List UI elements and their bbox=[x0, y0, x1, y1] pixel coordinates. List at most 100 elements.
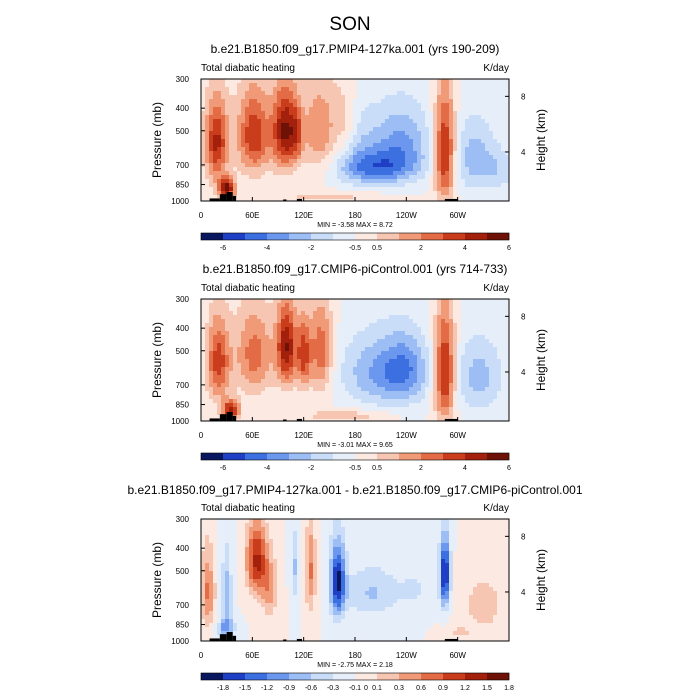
colorbar-label: -2 bbox=[308, 465, 314, 472]
field-cell bbox=[309, 331, 314, 336]
field-cell bbox=[209, 319, 214, 324]
field-cell bbox=[321, 307, 326, 312]
field-cell bbox=[365, 419, 370, 421]
field-cell bbox=[377, 355, 382, 360]
field-cell bbox=[337, 343, 342, 348]
field-cell bbox=[313, 419, 318, 421]
field-cell bbox=[445, 163, 450, 168]
field-cell bbox=[449, 107, 454, 112]
field-cell bbox=[205, 303, 210, 308]
field-cell bbox=[281, 323, 286, 328]
field-cell bbox=[225, 371, 230, 376]
field-cell bbox=[213, 367, 218, 372]
field-cell bbox=[425, 123, 430, 128]
field-cell bbox=[329, 347, 334, 352]
field-cell bbox=[221, 383, 226, 388]
field-cell bbox=[453, 307, 458, 312]
field-cell bbox=[413, 135, 418, 140]
field-cell bbox=[333, 123, 338, 128]
field-cell bbox=[493, 411, 498, 416]
field-cell bbox=[437, 103, 442, 108]
topography-block bbox=[296, 418, 302, 421]
field-cell bbox=[421, 403, 426, 408]
field-cell bbox=[341, 195, 346, 200]
field-cell bbox=[409, 159, 414, 164]
field-cell bbox=[397, 127, 402, 132]
field-cell bbox=[233, 315, 238, 320]
field-cell bbox=[385, 379, 390, 384]
field-cell bbox=[401, 327, 406, 332]
field-cell bbox=[269, 151, 274, 156]
field-cell bbox=[393, 323, 398, 328]
field-cell bbox=[357, 107, 362, 112]
field-cell bbox=[317, 351, 322, 356]
field-cell bbox=[425, 191, 430, 196]
field-cell bbox=[377, 79, 382, 84]
field-cell bbox=[201, 187, 206, 192]
field-cell bbox=[405, 327, 410, 332]
field-cell bbox=[429, 351, 434, 356]
field-cell bbox=[273, 111, 278, 116]
field-cell bbox=[269, 403, 274, 408]
field-cell bbox=[393, 359, 398, 364]
field-cell bbox=[217, 167, 222, 172]
field-cell bbox=[337, 163, 342, 168]
field-cell bbox=[309, 387, 314, 392]
field-cell bbox=[501, 111, 506, 116]
field-cell bbox=[401, 103, 406, 108]
field-cell bbox=[373, 395, 378, 400]
field-cell bbox=[237, 103, 242, 108]
field-cell bbox=[437, 347, 442, 352]
field-cell bbox=[465, 415, 470, 420]
field-cell bbox=[213, 315, 218, 320]
field-cell bbox=[245, 111, 250, 116]
field-cell bbox=[485, 127, 490, 132]
field-cell bbox=[385, 411, 390, 416]
field-cell bbox=[233, 127, 238, 132]
field-cell bbox=[477, 327, 482, 332]
field-cell bbox=[473, 135, 478, 140]
field-cell bbox=[493, 155, 498, 160]
field-cell bbox=[373, 335, 378, 340]
field-cell bbox=[405, 175, 410, 180]
field-cell bbox=[365, 411, 370, 416]
field-cell bbox=[325, 167, 330, 172]
field-cell bbox=[405, 79, 410, 84]
field-cell bbox=[437, 339, 442, 344]
field-cell bbox=[457, 87, 462, 92]
field-cell bbox=[373, 171, 378, 176]
field-cell bbox=[389, 187, 394, 192]
field-cell bbox=[401, 419, 406, 421]
field-cell bbox=[309, 195, 314, 200]
field-cell bbox=[245, 399, 250, 404]
field-cell bbox=[461, 191, 466, 196]
field-cell bbox=[505, 323, 509, 328]
field-cell bbox=[269, 299, 274, 304]
field-cell bbox=[245, 87, 250, 92]
field-cell bbox=[409, 139, 414, 144]
field-cell bbox=[225, 307, 230, 312]
field-cell bbox=[361, 403, 366, 408]
field-cell bbox=[289, 343, 294, 348]
field-cell bbox=[297, 315, 302, 320]
field-cell bbox=[477, 155, 482, 160]
field-cell bbox=[365, 175, 370, 180]
field-cell bbox=[309, 519, 314, 524]
field-cell bbox=[301, 347, 306, 352]
field-cell bbox=[457, 79, 462, 84]
field-cell bbox=[257, 99, 262, 104]
field-cell bbox=[433, 127, 438, 132]
field-cell bbox=[249, 131, 254, 136]
field-cell bbox=[501, 155, 506, 160]
field-cell bbox=[437, 375, 442, 380]
field-cell bbox=[349, 355, 354, 360]
field-cell bbox=[457, 399, 462, 404]
field-cell bbox=[469, 407, 474, 412]
field-cell bbox=[293, 151, 298, 156]
field-cell bbox=[201, 167, 206, 172]
field-cell bbox=[349, 319, 354, 324]
field-cell bbox=[301, 119, 306, 124]
field-cell bbox=[265, 159, 270, 164]
field-cell bbox=[201, 331, 206, 336]
field-cell bbox=[325, 379, 330, 384]
